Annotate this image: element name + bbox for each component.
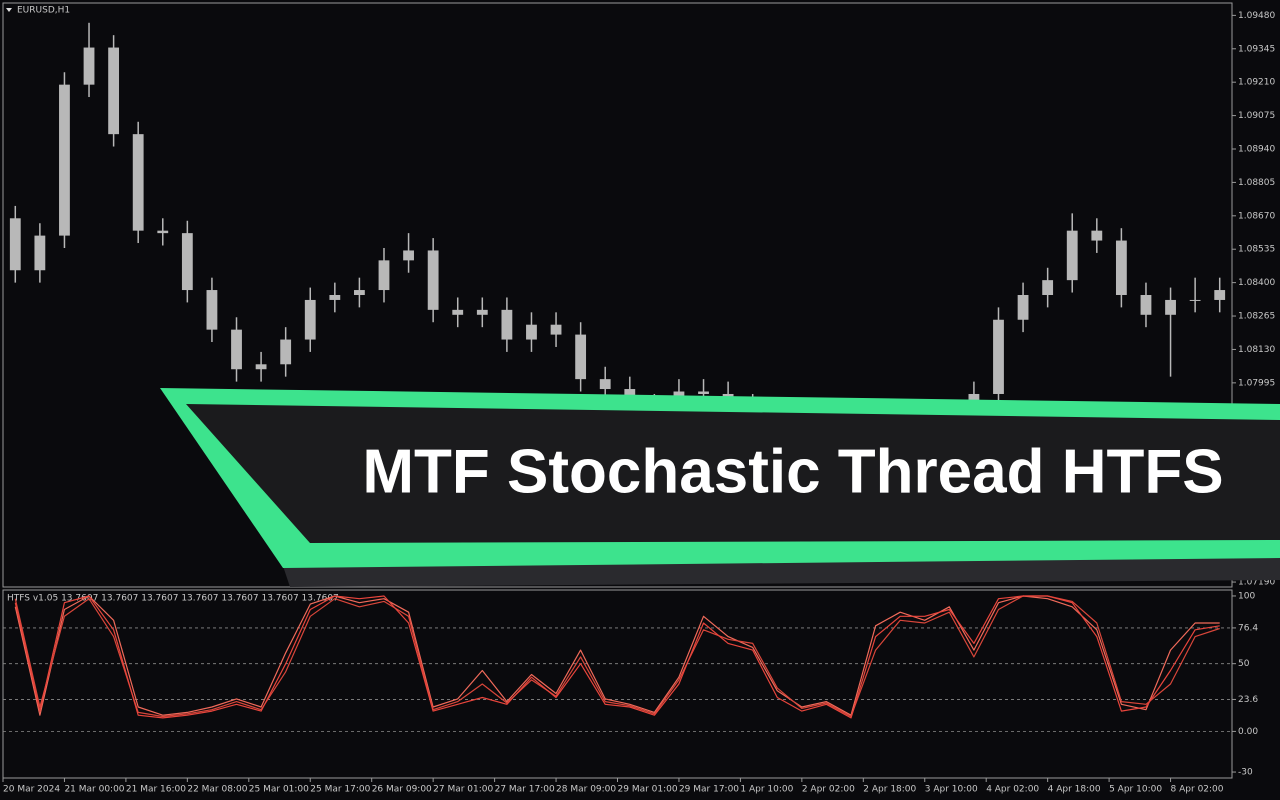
candle-body <box>280 339 292 365</box>
x-tick-label: 29 Mar 01:00 <box>618 785 678 795</box>
candle-body <box>1165 299 1176 315</box>
y-tick-label: 1.08940 <box>1238 145 1275 155</box>
x-tick-label: 22 Mar 08:00 <box>187 785 247 795</box>
x-tick-label: 21 Mar 00:00 <box>64 785 124 795</box>
banner-title: MTF Stochastic Thread HTFS <box>362 437 1223 506</box>
candle-body <box>993 319 1004 394</box>
candle-body <box>1091 230 1103 241</box>
candle-body <box>403 250 414 261</box>
x-tick-label: 21 Mar 16:00 <box>126 785 186 795</box>
candle-body <box>1115 240 1127 295</box>
candle-body <box>181 233 193 291</box>
x-tick-label: 28 Mar 09:00 <box>556 785 616 795</box>
banner-body <box>186 404 1280 543</box>
candle-body <box>304 299 316 340</box>
candle-body <box>354 290 365 295</box>
candle-body <box>157 230 169 234</box>
x-tick-label: 27 Mar 17:00 <box>495 785 555 795</box>
candle-body <box>599 379 611 390</box>
y-tick-label: 100 <box>1238 591 1255 601</box>
candle-body <box>501 309 513 340</box>
candle-body <box>1017 295 1029 320</box>
y-tick-label: 1.08130 <box>1238 345 1275 355</box>
symbol-label: EURUSD,H1 <box>17 6 70 16</box>
candle-body <box>1214 290 1226 300</box>
x-tick-label: 2 Apr 02:00 <box>802 785 855 795</box>
x-tick-label: 25 Mar 17:00 <box>310 785 370 795</box>
candle-body <box>452 309 464 315</box>
x-tick-label: 26 Mar 09:00 <box>372 785 432 795</box>
candle-body <box>255 364 267 370</box>
y-tick-label: 0.00 <box>1238 727 1258 737</box>
banner: MTF Stochastic Thread HTFS <box>160 388 1280 587</box>
y-tick-label: 1.09345 <box>1238 44 1275 54</box>
candle-body <box>329 295 341 300</box>
price-panel-frame <box>2 2 1233 588</box>
x-tick-label: 5 Apr 10:00 <box>1109 785 1162 795</box>
candle-body <box>698 391 709 394</box>
candle-body <box>59 84 70 236</box>
indicator-line <box>14 595 1220 716</box>
y-tick-label: 1.09210 <box>1238 78 1275 88</box>
y-tick-label: 50 <box>1238 659 1250 669</box>
indicator-line <box>14 595 1220 718</box>
candle-body <box>476 309 488 315</box>
candle-body <box>9 218 21 271</box>
x-tick-label: 4 Apr 18:00 <box>1048 785 1101 795</box>
candle-body <box>550 324 562 335</box>
x-tick-label: 8 Apr 02:00 <box>1171 785 1224 795</box>
x-tick-label: 27 Mar 01:00 <box>433 785 493 795</box>
candle-body <box>132 134 144 231</box>
candle-body <box>108 47 120 135</box>
candle-body <box>83 47 95 85</box>
y-tick-label: 1.09075 <box>1238 111 1275 121</box>
candle-body <box>1066 230 1078 281</box>
candle-body <box>206 290 218 330</box>
y-tick-label: 1.07190 <box>1238 578 1275 588</box>
y-tick-label: 1.08400 <box>1238 278 1275 288</box>
candle-body <box>526 324 537 340</box>
y-tick-label: -30 <box>1238 768 1253 778</box>
candle-body <box>1189 299 1201 301</box>
x-tick-label: 2 Apr 18:00 <box>863 785 916 795</box>
y-tick-label: 1.07995 <box>1238 378 1275 388</box>
x-tick-label: 25 Mar 01:00 <box>249 785 309 795</box>
y-tick-label: 1.08265 <box>1238 312 1275 322</box>
y-tick-label: 1.09480 <box>1238 11 1275 21</box>
candle-body <box>1140 295 1152 315</box>
y-tick-label: 1.08670 <box>1238 211 1275 221</box>
candle-body <box>575 334 587 380</box>
x-tick-label: 20 Mar 2024 <box>3 785 60 795</box>
candle-body <box>231 329 242 370</box>
y-tick-label: 23.6 <box>1238 695 1258 705</box>
indicator-plot <box>3 595 1232 732</box>
axes: 1.09480 1.09345 1.09210 1.09075 1.08940 1.088… <box>2 11 1275 795</box>
y-tick-label: 1.08805 <box>1238 178 1275 188</box>
indicator-label: HTFS v1.05 13.7607 13.7607 13.7607 13.76… <box>7 594 339 604</box>
symbol-arrow <box>6 8 12 12</box>
x-tick-label: 4 Apr 02:00 <box>986 785 1039 795</box>
x-tick-label: 3 Apr 10:00 <box>925 785 978 795</box>
candle-body <box>378 260 390 291</box>
candle-body <box>427 250 439 310</box>
y-tick-label: 1.08535 <box>1238 245 1275 255</box>
x-tick-label: 1 Apr 10:00 <box>740 785 793 795</box>
candle-body <box>1042 280 1054 295</box>
y-tick-label: 76.4 <box>1238 623 1258 633</box>
indicator-line <box>14 595 1220 719</box>
x-tick-label: 29 Mar 17:00 <box>679 785 739 795</box>
candle-body <box>34 235 46 271</box>
